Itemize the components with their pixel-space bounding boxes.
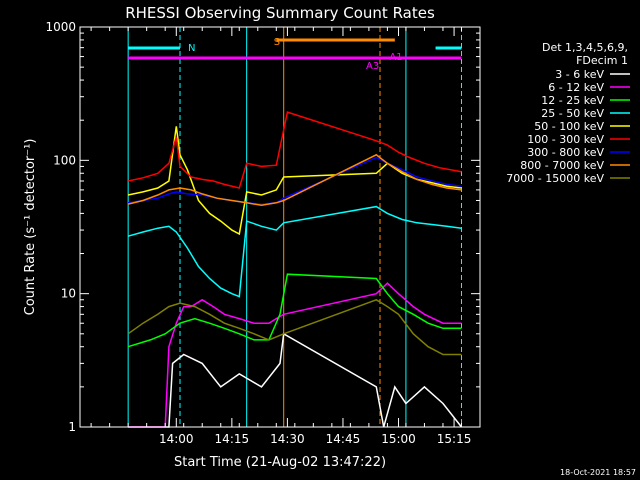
legend-label-5: 100 - 300 keV <box>527 133 604 146</box>
legend-label-1: 6 - 12 keV <box>548 81 604 94</box>
y-tick-label-2: 100 <box>53 153 76 167</box>
series-line-0 <box>128 332 463 428</box>
y-tick-label-1: 10 <box>61 287 76 301</box>
y-tick-label-0: 1 <box>68 420 76 434</box>
axes: 1 10 100 1000 14:00 14:15 14:30 14:45 15:00 15:15 <box>45 20 481 446</box>
x-tick-label-2: 14:30 <box>270 432 305 446</box>
annotation-n: N <box>188 43 195 54</box>
series-line-3 <box>127 205 462 298</box>
legend-header-line-2: FDecim 1 <box>576 54 628 67</box>
x-tick-label-5: 15:15 <box>437 432 472 446</box>
series-line-5 <box>127 111 462 189</box>
x-tick-label-4: 15:00 <box>381 432 416 446</box>
series-line-8 <box>127 298 462 356</box>
legend-label-0: 3 - 6 keV <box>555 68 604 81</box>
legend-label-8: 7000 - 15000 keV <box>506 172 604 185</box>
series-line-7 <box>127 153 462 207</box>
annotation-a3: A3 <box>366 61 379 72</box>
legend-label-2: 12 - 25 keV <box>541 94 604 107</box>
x-tick-label-3: 14:45 <box>326 432 361 446</box>
y-tick-label-3: 1000 <box>45 20 76 34</box>
footer-date: 18-Oct-2021 18:57 <box>560 468 636 477</box>
annotation-a1: A1 <box>389 52 402 63</box>
y-axis-label: Count Rate (s⁻¹ detector⁻¹) <box>23 139 38 316</box>
legend-label-4: 50 - 100 keV <box>534 120 604 133</box>
annotation-s: S <box>274 37 280 48</box>
legend-label-6: 300 - 800 keV <box>527 146 604 159</box>
legend-label-3: 25 - 50 keV <box>541 107 604 120</box>
legend-label-7: 800 - 7000 keV <box>520 159 604 172</box>
x-tick-label-0: 14:00 <box>159 432 194 446</box>
series-line-1 <box>128 282 462 428</box>
plot-marks: N S A3 A1 <box>127 27 463 428</box>
chart-title: RHESSI Observing Summary Count Rates <box>125 4 435 22</box>
plot-frame <box>79 26 481 428</box>
x-axis-label: Start Time (21-Aug-02 13:47:22) <box>174 455 386 470</box>
legend-header-line-1: Det 1,3,4,5,6,9, <box>542 41 628 54</box>
x-tick-label-1: 14:15 <box>215 432 250 446</box>
